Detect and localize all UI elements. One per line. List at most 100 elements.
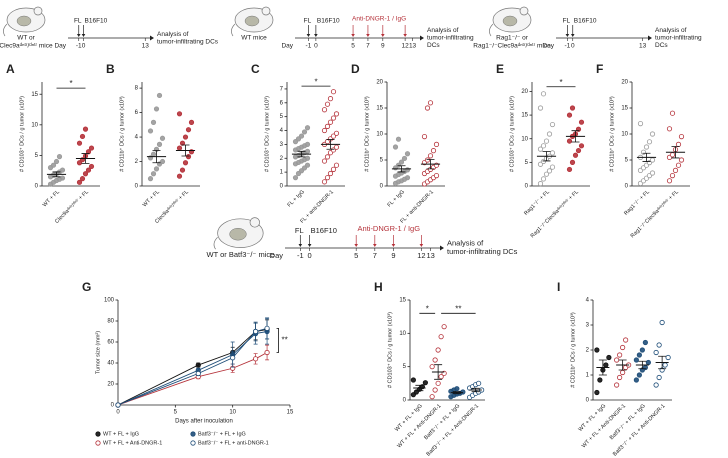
y-tick-label: 10: [376, 132, 383, 138]
y-tick-label: 10: [521, 136, 528, 142]
data-point: [566, 112, 573, 118]
x-tick-label: 0: [116, 410, 120, 416]
data-point: [649, 131, 656, 137]
significance-label: *: [426, 304, 429, 313]
event-label: FL: [304, 18, 312, 25]
data-point: [669, 152, 676, 158]
y-tick-label: 20: [107, 382, 114, 388]
legend-marker: [190, 431, 196, 437]
data-point: [460, 389, 466, 395]
end-label: DCs: [655, 42, 668, 49]
data-point: [264, 349, 270, 356]
y-tick-label: 2: [586, 348, 590, 354]
data-point: [182, 134, 189, 140]
panel-letter: D: [351, 62, 360, 76]
x-tick-label: FL + IgG: [387, 189, 406, 208]
x-tick-label: Rag1⁻/⁻ + FL: [523, 189, 551, 217]
data-point: [59, 175, 66, 181]
data-point: [636, 352, 642, 358]
mouse-label: Clec9aᵈⁿᵗʳ/ᵈⁿᵗʳ mice: [0, 43, 53, 50]
end-label: Analysis of: [427, 27, 459, 34]
day-label: Day: [270, 251, 284, 260]
data-point: [642, 339, 648, 346]
day-number: 0: [308, 251, 312, 260]
data-point: [156, 92, 163, 99]
data-point: [435, 380, 441, 386]
y-tick-label: 0: [135, 184, 139, 190]
y-tick-label: 20: [376, 80, 383, 86]
data-point: [537, 105, 544, 111]
y-tick-label: 4: [586, 298, 590, 304]
data-point: [643, 144, 650, 150]
data-point: [304, 141, 311, 147]
treatment-arrowhead: [419, 244, 424, 247]
data-point: [333, 111, 340, 117]
y-tick-label: 7: [280, 87, 284, 93]
day-number: 5: [351, 43, 355, 50]
data-point: [82, 171, 89, 177]
y-tick-label: 0: [111, 403, 115, 409]
event-arrowhead: [307, 244, 312, 247]
x-tick-label: 15: [287, 410, 294, 416]
day-number: 0: [82, 43, 86, 50]
data-point: [176, 173, 183, 179]
day-number: -1: [306, 43, 312, 50]
y-tick-label: 40: [107, 361, 114, 367]
sem-bar: [642, 152, 651, 162]
y-tick-label: 1: [280, 170, 284, 176]
event-label: FL: [295, 226, 304, 235]
sem-bar: [434, 364, 443, 380]
data-point: [575, 147, 582, 154]
data-point: [253, 356, 259, 362]
data-point: [150, 151, 157, 157]
data-point: [669, 173, 676, 179]
sem-bar: [181, 144, 190, 157]
x-tick-label: Rag1⁻/⁻Clec9aᵈⁿᵗʳ/ᵈⁿᵗʳ + FL: [529, 188, 580, 239]
data-point: [540, 91, 547, 97]
end-label: tumor-infiltrating DCs: [157, 38, 219, 45]
data-point: [656, 342, 662, 348]
data-point: [195, 370, 201, 377]
data-point: [429, 364, 435, 370]
data-point: [433, 173, 440, 179]
data-point: [666, 126, 673, 132]
end-label: Analysis of: [655, 27, 687, 34]
data-point: [640, 149, 647, 155]
data-point: [645, 359, 651, 366]
mouse-tail: [489, 23, 494, 37]
treatment-arrowhead: [403, 34, 407, 37]
data-point: [578, 143, 585, 149]
mouse-label: Rag1⁻/⁻ or: [496, 35, 529, 42]
data-point: [115, 402, 121, 408]
end-label: Analysis of: [447, 239, 484, 248]
y-tick-label: 8: [135, 86, 139, 92]
tumor: [244, 15, 260, 27]
significance-label: **: [455, 304, 461, 313]
data-point: [150, 171, 157, 177]
treatment-label: Anti-DNGR-1 / IgG: [358, 224, 421, 233]
sem-bar: [671, 146, 680, 159]
y-tick-label: 0: [380, 184, 384, 190]
treatment-arrowhead: [373, 244, 377, 247]
day-number: -1: [297, 251, 304, 260]
data-point: [330, 115, 337, 121]
y-axis-label: Tumor size (mm²): [95, 331, 101, 374]
data-point: [543, 171, 550, 177]
data-point: [321, 158, 328, 164]
treatment-arrowhead: [351, 34, 355, 37]
day-number: 13: [142, 43, 150, 50]
day-number: 0: [571, 43, 575, 50]
data-point: [264, 325, 270, 331]
y-tick-label: 10: [621, 132, 628, 138]
sem-bar: [81, 153, 90, 164]
sem-bar: [426, 159, 435, 170]
data-point: [147, 128, 154, 134]
day-number: 13: [427, 251, 435, 260]
data-point: [85, 167, 92, 173]
event-label: B16F10: [85, 18, 108, 25]
x-tick-label: Rag1⁻/⁻ + FL: [623, 189, 651, 217]
day-label: Day: [542, 43, 554, 50]
data-point: [333, 130, 340, 136]
event-arrowhead: [81, 34, 86, 37]
data-point: [176, 111, 183, 117]
